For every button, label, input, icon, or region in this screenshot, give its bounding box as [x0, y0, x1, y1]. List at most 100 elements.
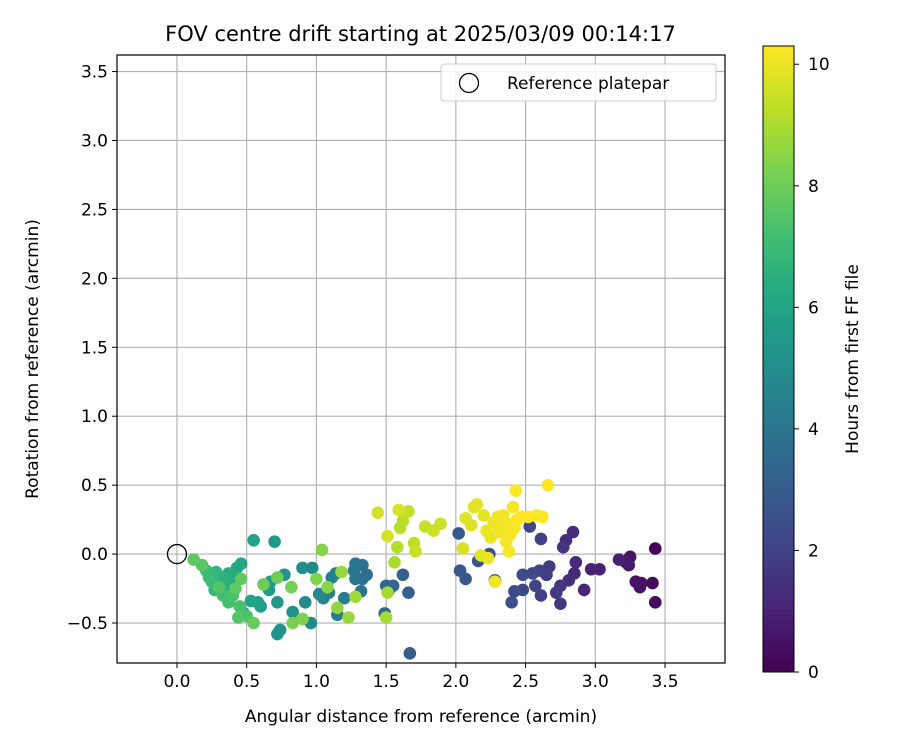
data-point	[505, 596, 518, 609]
data-point	[488, 575, 502, 588]
data-point	[257, 578, 270, 591]
data-point	[312, 587, 326, 601]
data-point	[541, 478, 555, 492]
colorbar-label: Hours from first FF file	[843, 264, 863, 454]
y-tick-label: 1.0	[81, 407, 108, 427]
data-point	[470, 498, 484, 511]
data-point	[526, 567, 539, 580]
colorbar-tick-label: 0	[808, 663, 819, 683]
data-point	[271, 627, 284, 641]
data-point	[536, 510, 549, 524]
data-point	[286, 605, 300, 619]
data-point	[347, 564, 361, 577]
y-tick-label: 1.5	[81, 338, 108, 358]
y-tick-label: −0.5	[67, 614, 108, 634]
data-point	[648, 596, 662, 609]
data-point	[577, 583, 591, 597]
colorbar-tick-label: 10	[808, 55, 830, 75]
data-point	[381, 586, 394, 599]
y-tick-label: 0.5	[81, 476, 108, 496]
colorbar-tick-label: 8	[808, 177, 819, 197]
data-point	[434, 517, 447, 531]
y-tick-label: 0.0	[81, 545, 108, 565]
y-axis: −0.5 0.0 0.5 1.0 1.5 2.0 2.5 3.0 3.5	[67, 63, 117, 634]
data-point	[379, 611, 393, 624]
x-tick-label: 2.5	[512, 672, 539, 692]
data-point	[296, 612, 309, 626]
data-point	[285, 580, 298, 594]
data-point	[305, 561, 319, 575]
y-tick-label: 3.0	[81, 131, 108, 151]
colorbar-tick-label: 2	[808, 541, 819, 561]
data-point	[516, 568, 530, 582]
y-tick-label: 3.5	[81, 63, 108, 83]
data-point	[452, 527, 465, 540]
data-point	[403, 647, 417, 660]
data-point	[569, 556, 583, 569]
colorbar-ticks: 0 2 4 6 8 10	[794, 55, 830, 683]
data-point	[286, 616, 300, 630]
data-point	[402, 586, 415, 599]
legend: Reference platepar	[440, 63, 717, 102]
data-point	[325, 571, 339, 584]
data-point	[584, 562, 598, 576]
x-tick-label: 2.0	[442, 672, 469, 692]
data-point	[534, 532, 548, 546]
data-point	[271, 596, 284, 609]
data-point	[271, 571, 284, 584]
data-point	[229, 582, 242, 595]
data-point	[566, 525, 580, 539]
colorbar-tick-label: 4	[808, 420, 819, 440]
legend-box	[440, 63, 717, 102]
data-point	[453, 564, 467, 577]
data-point	[247, 533, 260, 547]
data-point	[321, 580, 334, 594]
plot-points	[187, 478, 662, 660]
data-point	[298, 596, 312, 609]
grid	[117, 55, 725, 663]
data-point	[212, 580, 226, 594]
data-point	[549, 586, 563, 599]
data-point	[349, 590, 362, 604]
data-point	[244, 594, 258, 608]
data-point	[187, 553, 200, 566]
data-point	[456, 542, 470, 555]
colorbar: 0 2 4 6 8 10 Hours from first FF file	[762, 45, 863, 683]
data-point	[396, 568, 410, 582]
y-tick-label: 2.5	[81, 200, 108, 220]
data-point	[464, 518, 478, 532]
data-point	[648, 542, 662, 555]
data-point	[402, 505, 415, 518]
data-point	[268, 535, 281, 548]
data-point	[296, 561, 309, 575]
data-point	[534, 589, 548, 602]
data-point	[315, 543, 329, 557]
data-point	[629, 575, 643, 588]
colorbar-gradient	[762, 45, 795, 673]
data-point	[506, 500, 520, 514]
data-point	[335, 565, 348, 579]
data-point	[529, 579, 542, 593]
y-axis-label: Rotation from reference (arcmin)	[23, 219, 43, 499]
data-point	[556, 540, 570, 554]
data-point	[234, 572, 248, 586]
x-tick-label: 0.0	[163, 672, 190, 692]
data-point	[381, 529, 394, 543]
data-point	[409, 545, 422, 558]
data-point	[612, 553, 626, 566]
data-point	[392, 503, 405, 517]
reference-legend-icon	[458, 72, 480, 94]
data-point	[233, 600, 247, 613]
legend-entry-reference: Reference platepar	[507, 74, 669, 94]
colorbar-tick-label: 6	[808, 298, 819, 318]
data-point	[646, 576, 659, 590]
reference-marker	[166, 543, 188, 565]
data-point	[481, 551, 495, 565]
x-tick-label: 1.5	[373, 672, 400, 692]
data-point	[331, 601, 344, 615]
x-tick-label: 0.5	[233, 672, 260, 692]
data-point	[388, 556, 401, 569]
data-point	[396, 514, 410, 528]
data-point	[310, 572, 323, 586]
